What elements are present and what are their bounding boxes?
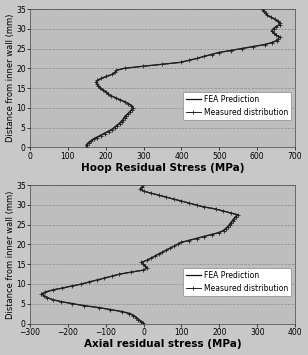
- FEA Prediction: [86, 141, 89, 146]
- X-axis label: Axial residual stress (MPa): Axial residual stress (MPa): [84, 339, 241, 349]
- Measured distribution: [261, 7, 264, 11]
- Legend: FEA Prediction, Measured distribution: FEA Prediction, Measured distribution: [183, 268, 291, 296]
- FEA Prediction: [142, 321, 145, 325]
- Measured distribution: [95, 78, 99, 82]
- Legend: FEA Prediction, Measured distribution: FEA Prediction, Measured distribution: [183, 92, 291, 120]
- Measured distribution: [131, 106, 135, 110]
- FEA Prediction: [137, 317, 141, 322]
- Measured distribution: [160, 62, 164, 66]
- FEA Prediction: [110, 94, 114, 98]
- Measured distribution: [79, 282, 83, 286]
- FEA Prediction: [96, 78, 100, 82]
- X-axis label: Hoop Residual Stress (MPa): Hoop Residual Stress (MPa): [81, 163, 244, 173]
- Measured distribution: [153, 254, 157, 258]
- FEA Prediction: [152, 254, 156, 258]
- FEA Prediction: [186, 238, 190, 242]
- FEA Prediction: [260, 7, 264, 11]
- FEA Prediction: [131, 106, 135, 110]
- FEA Prediction: [269, 15, 272, 19]
- Line: FEA Prediction: FEA Prediction: [43, 185, 237, 323]
- Measured distribution: [149, 191, 153, 195]
- Measured distribution: [109, 94, 113, 98]
- Measured distribution: [136, 317, 140, 322]
- Measured distribution: [141, 183, 145, 187]
- Measured distribution: [187, 238, 191, 242]
- FEA Prediction: [148, 191, 152, 195]
- FEA Prediction: [142, 183, 145, 187]
- Line: FEA Prediction: FEA Prediction: [86, 9, 279, 147]
- Y-axis label: Distance from inner wall (mm): Distance from inner wall (mm): [6, 190, 14, 318]
- FEA Prediction: [85, 144, 89, 149]
- Line: Measured distribution: Measured distribution: [39, 183, 240, 325]
- Measured distribution: [129, 270, 132, 274]
- Line: Measured distribution: Measured distribution: [85, 7, 282, 149]
- FEA Prediction: [159, 62, 162, 66]
- Measured distribution: [141, 321, 145, 325]
- Y-axis label: Distance from inner wall (mm): Distance from inner wall (mm): [6, 14, 14, 142]
- FEA Prediction: [130, 270, 133, 274]
- Measured distribution: [87, 141, 91, 146]
- FEA Prediction: [80, 282, 84, 286]
- Measured distribution: [269, 15, 273, 19]
- Measured distribution: [86, 144, 89, 149]
